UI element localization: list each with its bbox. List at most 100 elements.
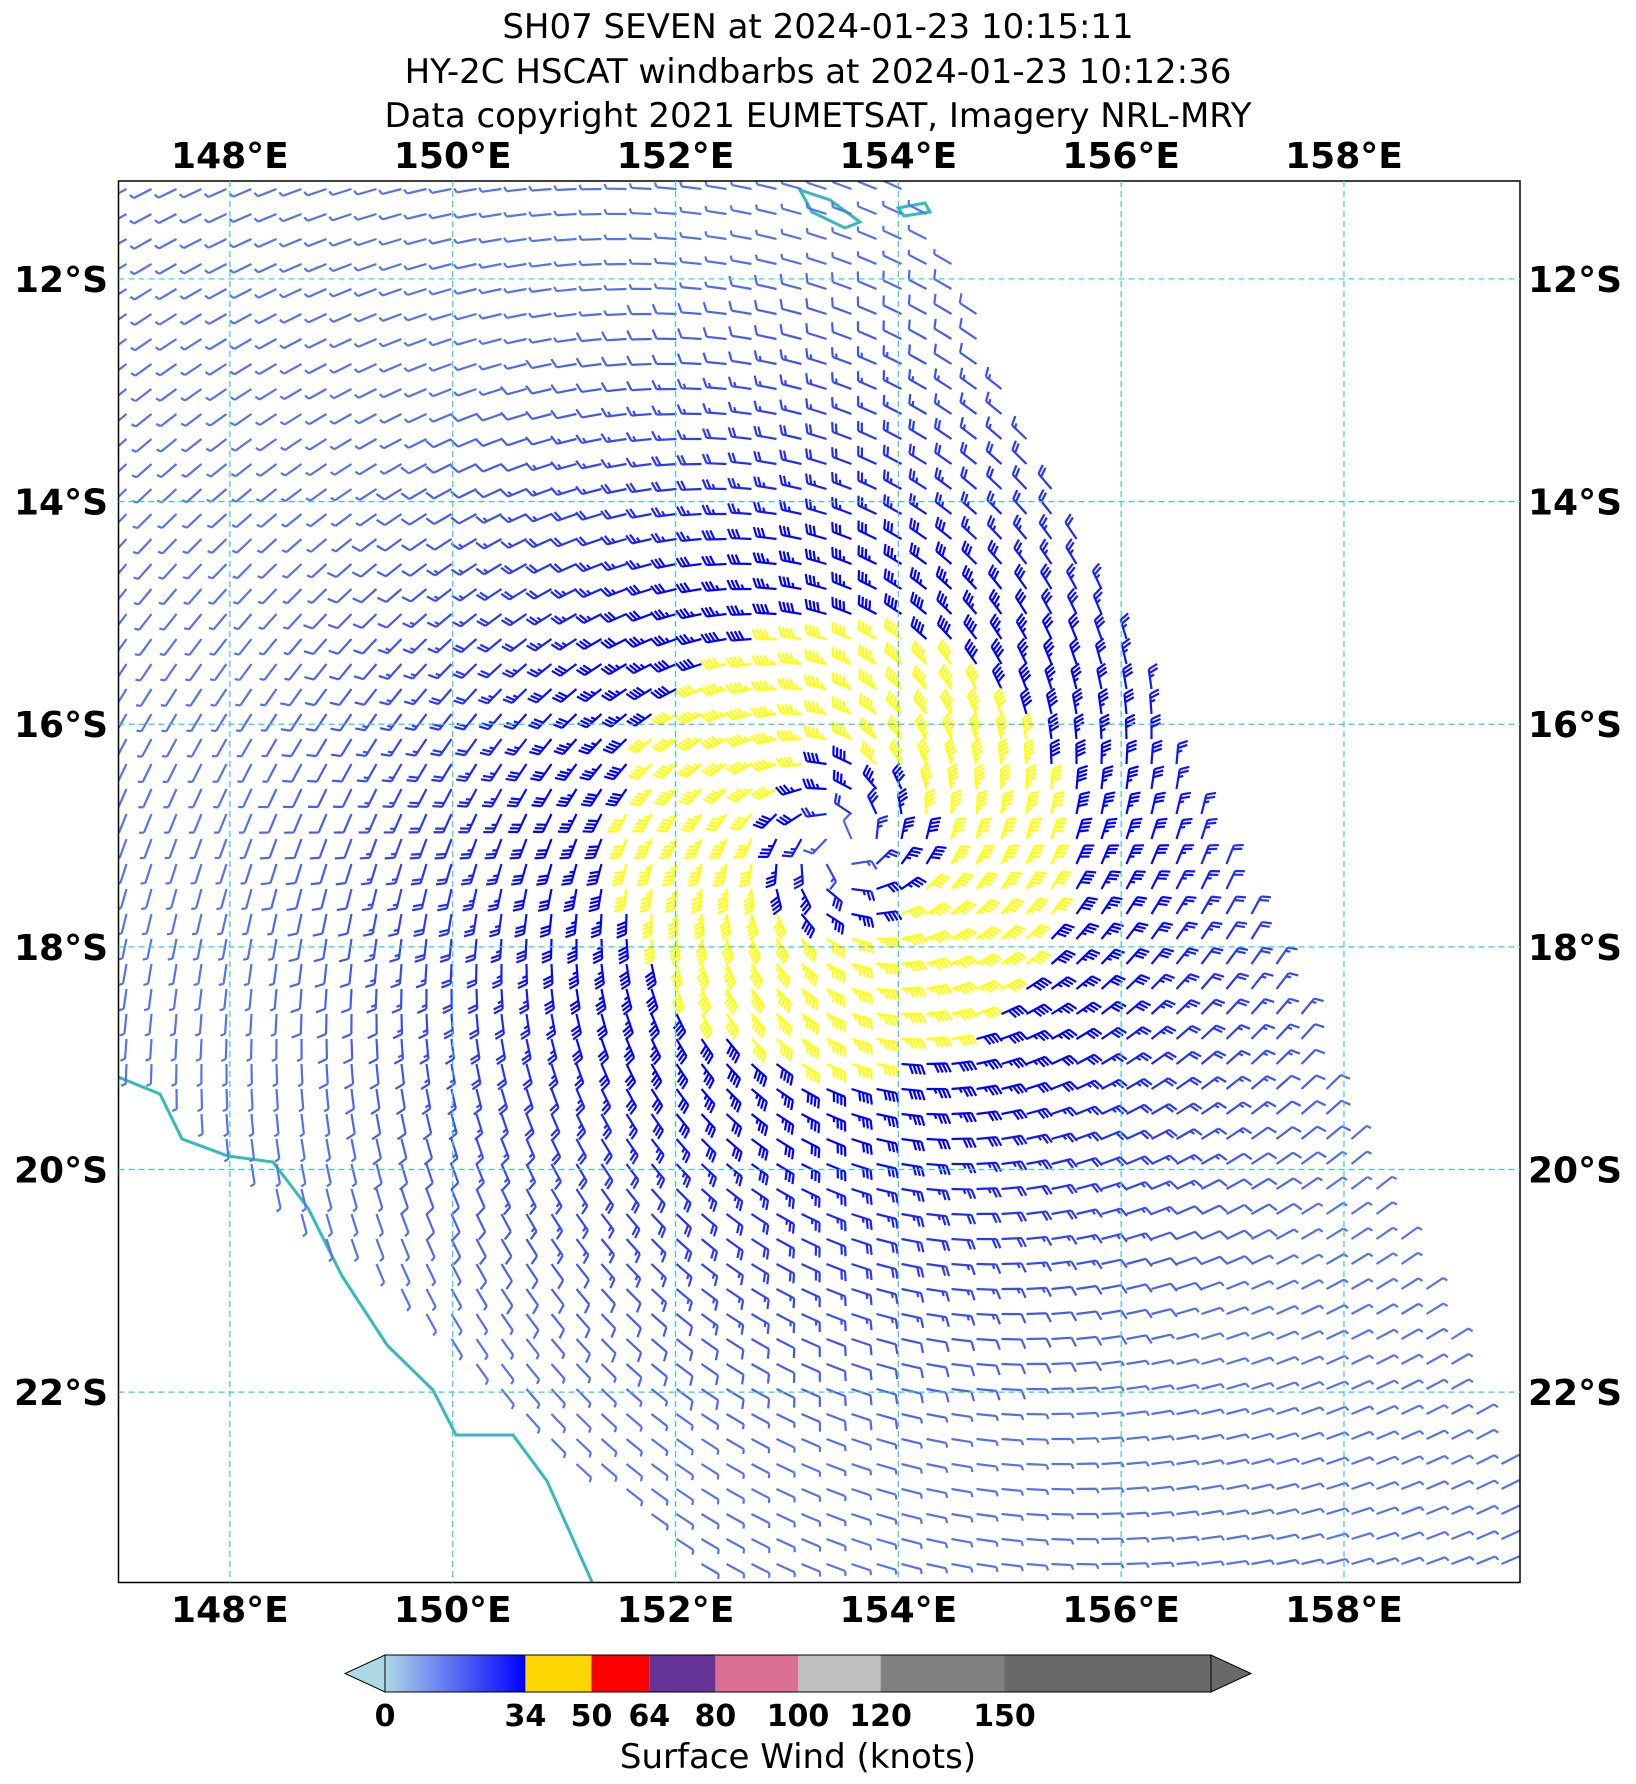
wind-barb [901,1362,924,1379]
wind-barb [413,913,428,938]
wind-barb [425,488,453,500]
wind-barb [1101,1436,1125,1443]
wind-barb [911,664,928,690]
wind-barb [1226,1229,1253,1240]
wind-barb [826,1013,846,1033]
wind-barb [1042,637,1055,665]
wind-barb [1201,1484,1225,1491]
wind-barb [1351,1354,1375,1365]
wind-barb [359,838,378,860]
wind-barb [1150,921,1174,940]
wind-barb [650,1513,669,1531]
wind-barb [179,338,203,351]
wind-barb [976,1462,999,1472]
wind-barb [1150,870,1171,890]
wind-barb [725,1388,745,1410]
wind-barb [550,1213,564,1240]
wind-barb [1201,1204,1228,1215]
wind-barb [1039,538,1053,565]
wind-barb [961,564,978,590]
wind-barb [551,663,578,677]
wind-barb [1076,1411,1100,1418]
wind-barb [882,320,902,340]
wind-barb [908,517,928,540]
wind-barb [801,1487,822,1502]
wind-barb [550,562,577,574]
wind-barb [217,938,228,961]
wind-barb [238,813,253,834]
wind-barb [525,1313,540,1340]
wind-barb [1076,1487,1100,1494]
wind-barb [901,905,928,919]
wind-barb [426,613,453,628]
wind-barb [926,957,953,970]
wind-barb [475,487,502,499]
wind-barb [950,845,971,865]
wind-barb [1100,817,1118,840]
wind-barb [803,699,827,716]
wind-barb [232,563,253,580]
wind-barb [1350,1278,1374,1290]
wind-barb [857,421,877,441]
wind-barb [951,1462,974,1473]
wind-barb [676,378,702,391]
wind-barb [675,1413,694,1431]
wind-barb [908,493,928,515]
wind-barb [901,1537,923,1550]
wind-barb [700,1563,720,1580]
wind-barb [600,483,627,495]
wind-barb [1013,538,1028,565]
wind-barb [550,1413,567,1434]
wind-barb [1376,1455,1400,1466]
wind-barb [1093,612,1106,640]
wind-barb [727,426,752,441]
wind-barb [1001,1211,1028,1223]
wind-barb [118,788,128,808]
wind-barb [1001,1312,1027,1324]
wind-barb [600,611,627,624]
wind-barb [118,613,128,627]
wind-barb [160,688,178,707]
wind-barb [934,492,953,515]
wind-barb [1001,1057,1028,1069]
wind-barb [363,938,378,963]
wind-barb [1276,1279,1300,1290]
wind-barb [907,344,928,365]
wind-barb [900,876,927,890]
wind-barb [800,938,818,963]
wind-barb [1451,1530,1475,1541]
wind-barb [308,813,328,834]
wind-barb [1050,923,1075,940]
wind-barb [1325,1074,1351,1090]
colorbar-segment [591,1655,650,1692]
wind-barb [155,363,178,377]
wind-barb [753,400,777,416]
wind-barb [1100,948,1125,965]
wind-barb [132,513,153,530]
wind-barb [1226,1255,1253,1266]
wind-barb [926,1137,951,1150]
wind-barb [884,642,903,665]
wind-barb [776,1438,796,1453]
wind-barb [626,712,653,727]
wind-barb [801,1163,821,1183]
wind-barb [1076,1335,1103,1346]
wind-barb [1476,1454,1499,1465]
wind-barb [380,738,403,757]
wind-barb [600,1388,618,1408]
wind-barb [901,1137,926,1152]
wind-barb [239,838,253,860]
wind-barb [261,738,278,758]
wind-barb [1175,791,1192,815]
wind-barb [1300,1023,1325,1040]
wind-barb [1050,870,1072,890]
wind-barb [229,388,253,401]
wind-barb [304,388,328,400]
wind-barb [1096,662,1108,690]
wind-barb [1350,1150,1372,1165]
wind-barb [300,1188,308,1213]
wind-barb [675,1238,693,1263]
wind-barb [191,888,203,911]
wind-barb [628,208,652,216]
wind-barb [243,963,253,987]
